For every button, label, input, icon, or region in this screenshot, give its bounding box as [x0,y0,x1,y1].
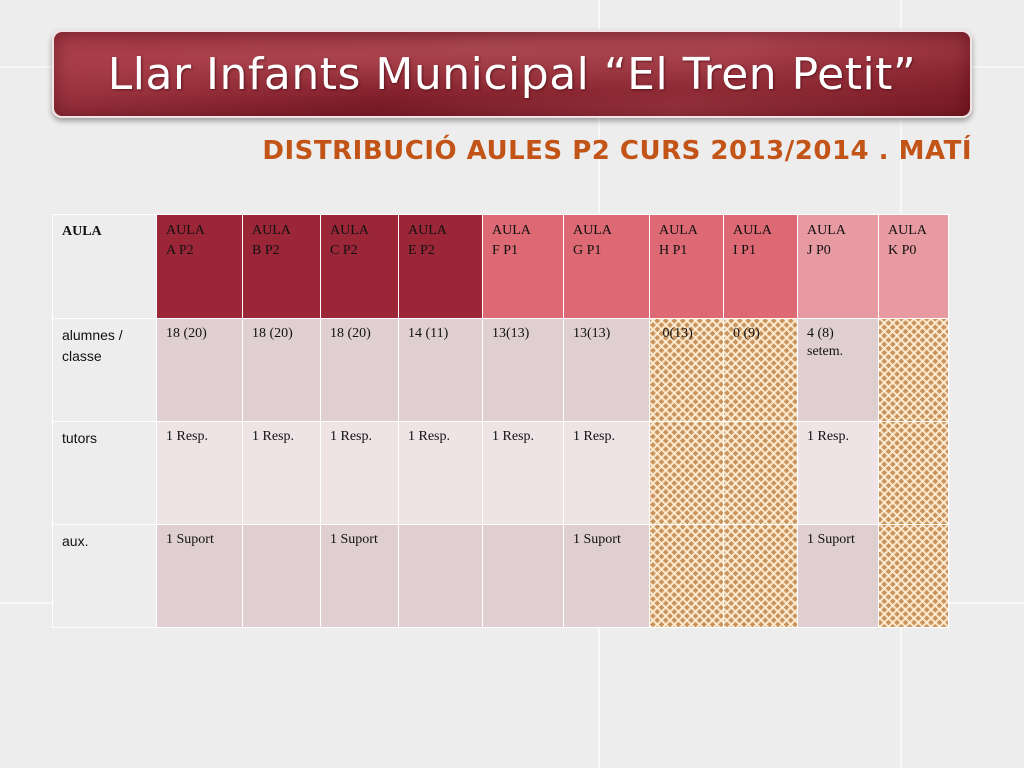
table-cell: 1 Resp. [563,421,650,525]
page-title: Llar Infants Municipal “El Tren Petit” [107,48,917,100]
table-cell: 14 (11) [398,318,483,422]
table-cell: 1 Suport [563,524,650,628]
table-cell [878,318,949,422]
column-header: AULA K P0 [878,214,949,319]
table-cell: 1 Resp. [242,421,321,525]
table-cell: 1 Resp. [398,421,483,525]
column-header: AULA H P1 [649,214,724,319]
column-header: AULA A P2 [156,214,243,319]
table-header-row: AULA AULA A P2 AULA B P2 AULA C P2 AULA … [52,214,949,319]
distribution-table: AULA AULA A P2 AULA B P2 AULA C P2 AULA … [52,214,949,628]
column-header: AULA E P2 [398,214,483,319]
table-cell: 1 Suport [320,524,399,628]
column-header: AULA G P1 [563,214,650,319]
table-cell [482,524,564,628]
table-row: alumnes / classe 18 (20) 18 (20) 18 (20)… [52,318,949,422]
table-cell [242,524,321,628]
table-cell: 18 (20) [242,318,321,422]
table-cell [723,524,798,628]
table-cell [398,524,483,628]
row-label: alumnes / classe [52,318,157,422]
table-cell: 1 Resp. [482,421,564,525]
table-cell [878,524,949,628]
table-cell: 1 Resp. [320,421,399,525]
table-cell: 1 Resp. [156,421,243,525]
column-header: AULA J P0 [797,214,879,319]
table-cell: 1 Resp. [797,421,879,525]
title-banner: Llar Infants Municipal “El Tren Petit” [52,30,972,118]
table-row: aux. 1 Suport 1 Suport 1 Suport 1 Suport [52,524,949,628]
table-cell [878,421,949,525]
table-cell: 0(13) [649,318,724,422]
table-cell: 1 Suport [156,524,243,628]
table-cell [723,421,798,525]
column-header: AULA I P1 [723,214,798,319]
table-cell: 18 (20) [320,318,399,422]
table-cell: 1 Suport [797,524,879,628]
page-subtitle: DISTRIBUCIÓ AULES P2 CURS 2013/2014 . MA… [262,136,972,166]
table-cell: 18 (20) [156,318,243,422]
table-cell: 4 (8) setem. [797,318,879,422]
column-header: AULA C P2 [320,214,399,319]
column-header: AULA F P1 [482,214,564,319]
row-label: aux. [52,524,157,628]
table-cell [649,421,724,525]
table-cell: 13(13) [482,318,564,422]
row-label: tutors [52,421,157,525]
corner-header: AULA [52,214,157,319]
table-cell: 13(13) [563,318,650,422]
table-row: tutors 1 Resp. 1 Resp. 1 Resp. 1 Resp. 1… [52,421,949,525]
table-cell: 0 (9) [723,318,798,422]
column-header: AULA B P2 [242,214,321,319]
table-cell [649,524,724,628]
